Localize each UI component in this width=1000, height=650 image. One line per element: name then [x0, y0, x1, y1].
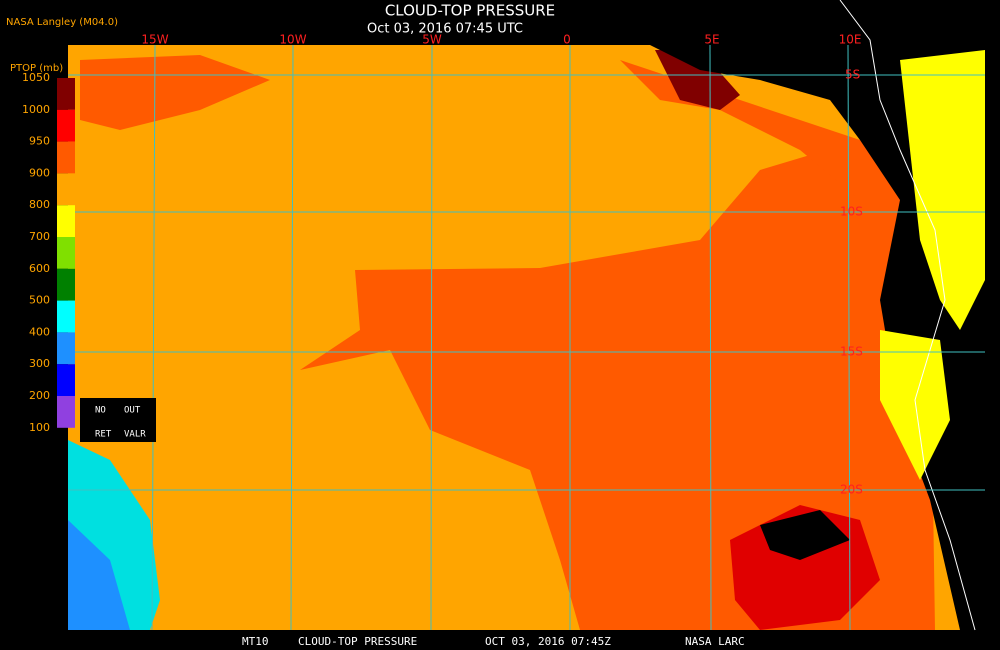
region-nw: [80, 55, 270, 130]
lon-label: 5W: [422, 33, 442, 47]
lon-label: 0: [563, 33, 571, 47]
colorbar-tick-label: 500: [29, 294, 50, 307]
footer-part: NASA LARC: [685, 635, 745, 648]
graticule-labels: 15W 10W 5W 0 5E 10E 5S 10S 15S 20S: [141, 33, 862, 497]
region-clear: [760, 510, 850, 560]
colorbar-tick-label: 800: [29, 198, 50, 211]
colorbar-swatch: [57, 300, 75, 333]
legend-item: NO: [95, 406, 106, 416]
meridian: [847, 44, 851, 631]
lon-label: 10W: [279, 33, 306, 47]
legend-item: RET: [95, 430, 112, 440]
colorbar-swatch: [57, 396, 75, 428]
colorbar-swatch: [57, 364, 75, 396]
colorbar-swatch: [57, 109, 75, 142]
subtitle: Oct 03, 2016 07:45 UTC: [367, 22, 523, 37]
colorbar-tick-label: 950: [29, 135, 50, 148]
region-mid-low: [300, 140, 935, 630]
region-coast: [650, 45, 985, 630]
colorbar-swatch: [57, 237, 75, 269]
meridian: [151, 44, 156, 631]
colorbar-swatch: [57, 332, 75, 365]
region-north: [620, 60, 900, 250]
colorbar-swatch: [57, 268, 75, 301]
graticule: [68, 44, 985, 631]
legend-item: VALR: [124, 430, 146, 440]
meridian: [430, 44, 433, 631]
region-dark: [655, 50, 740, 110]
region-yellow-2: [880, 330, 950, 480]
colorbar-tick-label: 1050: [22, 71, 50, 84]
colorbar-swatch: [57, 78, 75, 110]
colorbar-tick-label: 100: [29, 421, 50, 434]
lon-label: 10E: [839, 33, 862, 47]
colorbar-tick-label: 300: [29, 357, 50, 370]
colorbar-swatch: [57, 141, 75, 174]
meridian: [709, 44, 712, 631]
title: CLOUD-TOP PRESSURE: [385, 2, 555, 20]
legend: NO OUT RET VALR: [80, 398, 156, 442]
lon-label: 15W: [141, 33, 168, 47]
region-high-2: [68, 520, 130, 630]
lat-label: 5S: [845, 68, 860, 82]
colorbar: 1050 1000 950 900 800 700 600 500 400 300 200 100: [22, 71, 75, 434]
colorbar-label: PTOP (mb): [10, 63, 63, 74]
region-yellow: [900, 50, 985, 330]
legend-box: [80, 398, 156, 442]
lat-label: 10S: [840, 205, 863, 219]
meridian: [290, 44, 294, 631]
footer: MT10 CLOUD-TOP PRESSURE OCT 03, 2016 07:…: [242, 635, 745, 648]
colorbar-swatch: [57, 173, 75, 206]
colorbar-tick-label: 400: [29, 325, 50, 338]
footer-part: CLOUD-TOP PRESSURE: [298, 635, 417, 648]
footer-part: MT10: [242, 635, 269, 648]
colorbar-tick-label: 600: [29, 262, 50, 275]
lat-label: 20S: [840, 483, 863, 497]
map: [68, 0, 985, 631]
colorbar-tick-label: 900: [29, 166, 50, 179]
colorbar-swatch: [57, 205, 75, 237]
coastline: [839, 0, 976, 631]
colorbar-tick-label: 200: [29, 389, 50, 402]
lon-label: 5E: [704, 33, 719, 47]
lat-label: 15S: [840, 345, 863, 359]
legend-item: OUT: [124, 406, 141, 416]
footer-part: OCT 03, 2016 07:45Z: [485, 635, 611, 648]
colorbar-tick-label: 700: [29, 230, 50, 243]
source: NASA Langley (M04.0): [6, 17, 118, 28]
colorbar-tick-label: 1000: [22, 103, 50, 116]
